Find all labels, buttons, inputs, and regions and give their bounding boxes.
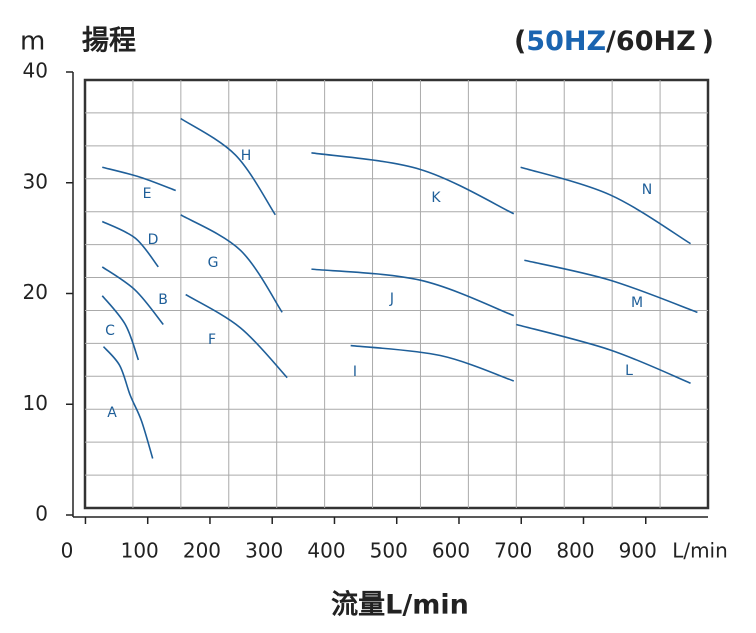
pump-curve xyxy=(516,323,691,384)
x-tick-label: 400 xyxy=(307,539,345,563)
curve-label: N xyxy=(642,182,652,198)
x-tick-label: 800 xyxy=(556,539,594,563)
pump-curve xyxy=(185,293,288,379)
y-unit: m xyxy=(20,27,45,57)
pump-curve xyxy=(524,259,698,314)
x-tick-label: 500 xyxy=(370,539,408,563)
subtitle-part: ( xyxy=(514,26,526,57)
x-tick-label: 100 xyxy=(121,539,159,563)
subtitle: (50HZ/60HZ) xyxy=(514,26,714,57)
curve-label: E xyxy=(143,186,152,202)
curve-label: G xyxy=(208,255,219,271)
pump-curve xyxy=(101,220,159,268)
pump-curve xyxy=(101,295,140,361)
y-tick-label: 10 xyxy=(23,391,48,415)
subtitle-part: /60HZ xyxy=(606,26,696,57)
curve-label: F xyxy=(208,332,216,348)
subtitle-part: 50HZ xyxy=(526,26,606,57)
pump-curve xyxy=(350,344,515,382)
x-tick-label: 700 xyxy=(494,539,532,563)
y-tick-label: 40 xyxy=(23,59,48,83)
curve-label: M xyxy=(631,295,643,311)
x-tick-label: 600 xyxy=(432,539,470,563)
chart-title: 揚程 xyxy=(82,26,136,57)
y-tick-label: 20 xyxy=(23,280,48,304)
y-tick-label: 30 xyxy=(23,169,48,193)
x-tick-label: 900 xyxy=(619,539,657,563)
curve-label: K xyxy=(431,190,441,206)
pump-curve xyxy=(180,117,276,216)
pump-curve xyxy=(102,346,154,459)
pump-curve xyxy=(520,166,691,245)
curve-label: A xyxy=(107,405,117,421)
curve-label: D xyxy=(148,232,159,248)
curve-label: L xyxy=(625,363,633,379)
x-tick-label: 200 xyxy=(183,539,221,563)
curve-label: H xyxy=(241,148,252,164)
x-tick-label: 0 xyxy=(61,539,74,563)
curve-label: B xyxy=(158,292,168,308)
subtitle-part: ) xyxy=(702,26,714,57)
plot-background xyxy=(83,78,710,510)
pump-curve xyxy=(311,152,515,215)
x-axis-title: 流量L/min xyxy=(331,590,469,621)
x-unit: L/min xyxy=(672,539,728,563)
curve-label: J xyxy=(389,291,394,307)
y-tick-label: 0 xyxy=(35,502,48,526)
curve-label: C xyxy=(105,323,115,339)
pump-curve xyxy=(311,268,515,317)
pump-curve xyxy=(101,266,164,326)
curve-label: I xyxy=(353,364,357,380)
pump-curve xyxy=(180,214,283,313)
pump-curve xyxy=(102,166,177,192)
x-tick-label: 300 xyxy=(245,539,283,563)
